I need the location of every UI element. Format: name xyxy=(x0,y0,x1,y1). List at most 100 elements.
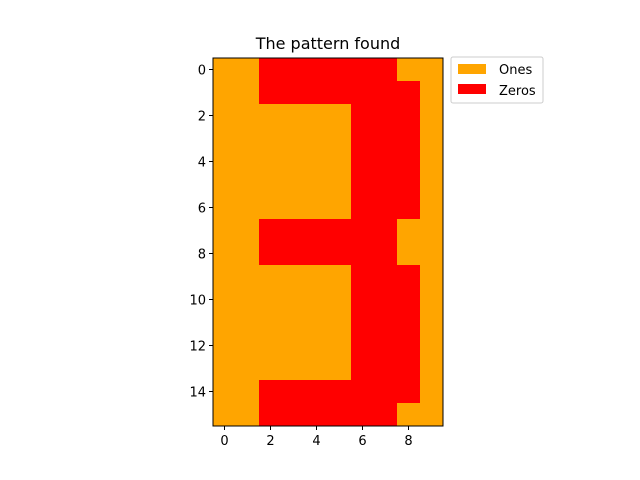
heatmap-cell xyxy=(397,219,421,243)
heatmap-cell xyxy=(374,311,398,335)
heatmap-cell xyxy=(397,403,421,427)
heatmap-cell xyxy=(328,173,352,197)
heatmap-cell xyxy=(259,311,283,335)
heatmap-cell xyxy=(328,403,352,427)
heatmap-cell xyxy=(374,58,398,82)
plot-frame xyxy=(212,57,444,427)
legend-swatch-ones xyxy=(458,64,486,74)
heatmap-cell xyxy=(374,403,398,427)
heatmap-cell xyxy=(351,242,375,266)
heatmap-cell xyxy=(282,265,306,289)
heatmap-cell xyxy=(213,104,237,128)
heatmap-cell xyxy=(282,104,306,128)
heatmap-cell xyxy=(259,150,283,174)
y-tick-label: 4 xyxy=(198,156,206,171)
heatmap-cell xyxy=(282,380,306,404)
heatmap-cell xyxy=(236,334,260,358)
heatmap-cell xyxy=(397,81,421,105)
heatmap-cell xyxy=(374,81,398,105)
heatmap-cell xyxy=(351,58,375,82)
heatmap-cell xyxy=(213,196,237,220)
heatmap-cell xyxy=(420,196,444,220)
heatmap-cell xyxy=(282,357,306,381)
heatmap-cell xyxy=(420,380,444,404)
heatmap-cell xyxy=(351,127,375,151)
x-tick-label: 8 xyxy=(404,434,412,449)
heatmap-cell xyxy=(351,104,375,128)
heatmap-cell xyxy=(305,150,329,174)
heatmap-cell xyxy=(374,173,398,197)
heatmap-cell xyxy=(236,288,260,312)
heatmap-cell xyxy=(397,104,421,128)
legend: Ones Zeros xyxy=(450,56,544,104)
heatmap-cell xyxy=(374,357,398,381)
heatmap-cell xyxy=(305,265,329,289)
heatmap-cell xyxy=(236,311,260,335)
heatmap-cell xyxy=(236,58,260,82)
heatmap-cell xyxy=(236,81,260,105)
heatmap-cell xyxy=(328,81,352,105)
heatmap-cell xyxy=(282,403,306,427)
heatmap-cell xyxy=(282,311,306,335)
heatmap-cell xyxy=(420,334,444,358)
heatmap-cell xyxy=(282,127,306,151)
heatmap-cell xyxy=(213,150,237,174)
heatmap-cell xyxy=(420,150,444,174)
heatmap-cell xyxy=(259,104,283,128)
x-axis: 0 2 4 6 8 xyxy=(220,426,413,449)
heatmap-cell xyxy=(397,150,421,174)
heatmap-cell xyxy=(420,104,444,128)
heatmap-cell xyxy=(259,81,283,105)
heatmap-cell xyxy=(213,242,237,266)
heatmap-cell xyxy=(328,58,352,82)
heatmap-cell xyxy=(236,150,260,174)
heatmap-cell xyxy=(236,380,260,404)
heatmap-cell xyxy=(259,380,283,404)
heatmap-cell xyxy=(351,380,375,404)
heatmap-cell xyxy=(213,173,237,197)
heatmap-cell xyxy=(397,127,421,151)
heatmap-cell xyxy=(236,403,260,427)
heatmap-cell xyxy=(282,334,306,358)
heatmap-cell xyxy=(213,334,237,358)
heatmap-cell xyxy=(213,403,237,427)
heatmap-cell xyxy=(374,196,398,220)
heatmap-cell xyxy=(328,265,352,289)
heatmap-cell xyxy=(374,242,398,266)
heatmap-cell xyxy=(282,196,306,220)
heatmap-cell xyxy=(259,127,283,151)
heatmap-cell xyxy=(328,219,352,243)
heatmap-cell xyxy=(351,196,375,220)
heatmap-cell xyxy=(213,219,237,243)
x-tick-label: 2 xyxy=(266,434,274,449)
heatmap-cell xyxy=(374,288,398,312)
heatmap-cells xyxy=(213,58,444,427)
heatmap-cell xyxy=(397,242,421,266)
heatmap-cell xyxy=(282,150,306,174)
heatmap-cell xyxy=(328,334,352,358)
heatmap-cell xyxy=(328,104,352,128)
heatmap-cell xyxy=(420,242,444,266)
heatmap-cell xyxy=(213,380,237,404)
legend-label-zeros: Zeros xyxy=(499,84,536,99)
heatmap-cell xyxy=(420,265,444,289)
heatmap-cell xyxy=(236,357,260,381)
y-tick-label: 12 xyxy=(189,340,206,355)
heatmap-cell xyxy=(305,127,329,151)
heatmap-cell xyxy=(259,242,283,266)
legend-label-ones: Ones xyxy=(499,63,532,78)
heatmap-cell xyxy=(305,219,329,243)
heatmap-cell xyxy=(397,58,421,82)
heatmap-cell xyxy=(420,173,444,197)
heatmap-cell xyxy=(236,219,260,243)
heatmap-cell xyxy=(397,288,421,312)
heatmap-cell xyxy=(282,173,306,197)
heatmap-cell xyxy=(213,288,237,312)
heatmap-cell xyxy=(328,242,352,266)
heatmap-cell xyxy=(328,127,352,151)
heatmap-cell xyxy=(282,219,306,243)
heatmap-cell xyxy=(305,81,329,105)
heatmap-cell xyxy=(374,150,398,174)
heatmap-cell xyxy=(351,288,375,312)
